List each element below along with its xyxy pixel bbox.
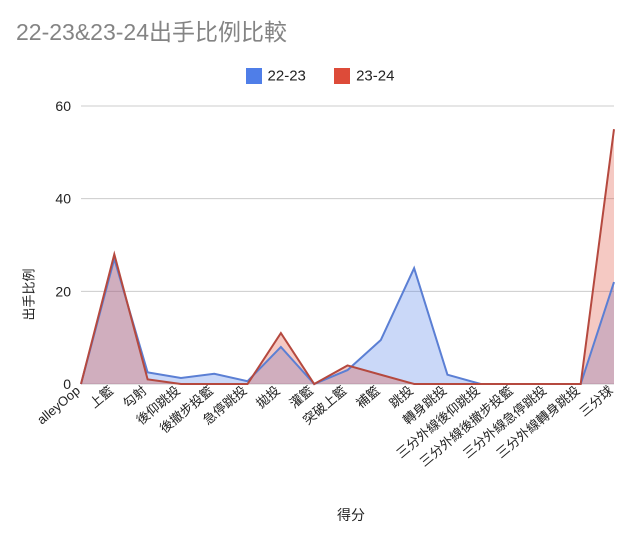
svg-text:alleyOop: alleyOop — [34, 383, 83, 427]
svg-text:20: 20 — [55, 283, 71, 299]
svg-text:補籃: 補籃 — [353, 383, 383, 411]
svg-text:拋投: 拋投 — [253, 383, 283, 411]
svg-text:40: 40 — [55, 191, 71, 207]
svg-text:三分球: 三分球 — [576, 383, 616, 420]
svg-text:60: 60 — [55, 98, 71, 114]
svg-text:上籃: 上籃 — [87, 383, 117, 411]
